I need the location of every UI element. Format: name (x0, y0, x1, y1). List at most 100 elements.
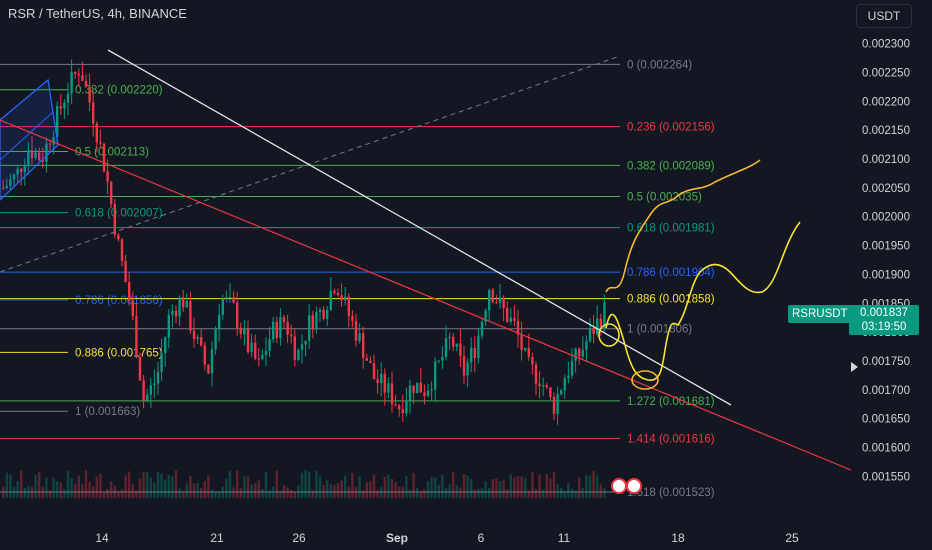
candles (2, 59, 606, 425)
candle-body (462, 356, 466, 376)
volume-bar (153, 482, 156, 498)
volume-bar (398, 486, 401, 498)
fib-right-label: 0.236 (0.002156) (627, 122, 715, 134)
volume-bar (48, 490, 52, 498)
candle-body (376, 379, 379, 384)
candle-body (567, 375, 570, 379)
volume-bar (585, 475, 588, 498)
drawing-circle-upper (598, 323, 620, 347)
volume-bar (156, 471, 160, 498)
volume-bar (380, 486, 383, 498)
volume-bar (470, 478, 473, 498)
y-tick-label: 0.002150 (862, 125, 910, 137)
y-tick-label: 0.002100 (862, 154, 910, 166)
volume-bar (178, 488, 181, 498)
candle-body (448, 336, 451, 339)
volume-bar (448, 484, 451, 498)
volume-bar (131, 484, 134, 498)
candle-body (149, 385, 152, 395)
volume-bar (502, 480, 505, 498)
candle-body (178, 297, 181, 317)
candle-body (405, 401, 408, 414)
candle-body (570, 360, 574, 376)
channel-midline (0, 111, 54, 161)
volume-bar (347, 486, 350, 498)
volume-bar (95, 476, 98, 498)
volume-bar (344, 475, 347, 498)
volume-bar (329, 484, 332, 498)
price-axis: 0.002300 0.002250 0.002200 0.002150 0.002100… (862, 39, 910, 484)
volume-bar (423, 489, 426, 498)
volume-bar (182, 491, 185, 498)
play-icon[interactable] (851, 362, 858, 372)
candle-body (5, 185, 8, 189)
flag-icon[interactable] (626, 478, 642, 494)
volume-bar (574, 490, 577, 498)
candle-body (390, 383, 394, 405)
candle-body (286, 322, 289, 335)
volume-bar (16, 481, 19, 498)
candle-body (596, 318, 599, 335)
flag-icon[interactable] (611, 478, 627, 494)
y-tick-label: 0.001900 (862, 269, 910, 281)
volume-bar (603, 488, 606, 498)
candle-body (257, 358, 260, 360)
candle-body (131, 300, 134, 317)
currency-button[interactable]: USDT (856, 4, 912, 28)
volume-bar (534, 489, 538, 498)
volume-bar (326, 480, 329, 498)
candle-body (45, 143, 48, 162)
volume-bar (434, 477, 437, 498)
candle-body (513, 317, 516, 321)
candle-body (336, 292, 340, 296)
x-tick-label: 25 (785, 531, 799, 545)
volume-bar (506, 489, 509, 498)
volume-bar (110, 481, 113, 498)
candle-body (480, 322, 484, 336)
volume-bar (92, 486, 95, 498)
current-price-value: 0.001837 (860, 307, 908, 319)
volume-bar (459, 487, 462, 498)
candle-body (23, 165, 26, 173)
y-tick-label: 0.001950 (862, 241, 910, 253)
candle-body (358, 333, 361, 341)
volume-bar (592, 470, 595, 498)
fib-right-label: 1.414 (0.001616) (627, 433, 715, 445)
candle-body (430, 389, 433, 391)
volume-bar (387, 474, 390, 498)
fib-right-label: 0 (0.002264) (627, 59, 692, 71)
candle-body (459, 343, 462, 357)
candle-body (120, 239, 124, 261)
volume-bar (408, 489, 412, 498)
candle-body (102, 143, 106, 172)
candle-body (34, 152, 37, 158)
fib-right-label: 0.382 (0.002089) (627, 160, 715, 172)
volume-bar (369, 481, 372, 498)
volume-bar (63, 489, 66, 498)
candle-body (398, 405, 401, 410)
candle-body (444, 338, 448, 357)
candle-body (574, 348, 577, 361)
volume-bar (20, 470, 23, 498)
flag-icons[interactable] (611, 478, 642, 494)
candle-body (506, 308, 509, 322)
volume-bar (538, 474, 541, 498)
volume-bar (570, 488, 574, 498)
volume-bar (189, 475, 192, 498)
fib-right-label: 1 (0.001806) (627, 324, 692, 336)
candle-body (455, 343, 458, 347)
symbol-title[interactable]: RSR / TetherUS, 4h, BINANCE (8, 6, 187, 21)
candle-body (401, 409, 404, 414)
candle-body (88, 86, 91, 103)
candle-body (365, 357, 368, 361)
volume-bar (365, 482, 368, 498)
candle-body (354, 320, 358, 341)
candle-body (9, 179, 12, 186)
volume-bar (77, 475, 80, 498)
drawing-path-upper (605, 159, 761, 293)
volume-bar (218, 491, 221, 498)
volume-bar (210, 489, 214, 498)
x-tick-label: 14 (95, 531, 109, 545)
volume-bar (225, 478, 228, 498)
